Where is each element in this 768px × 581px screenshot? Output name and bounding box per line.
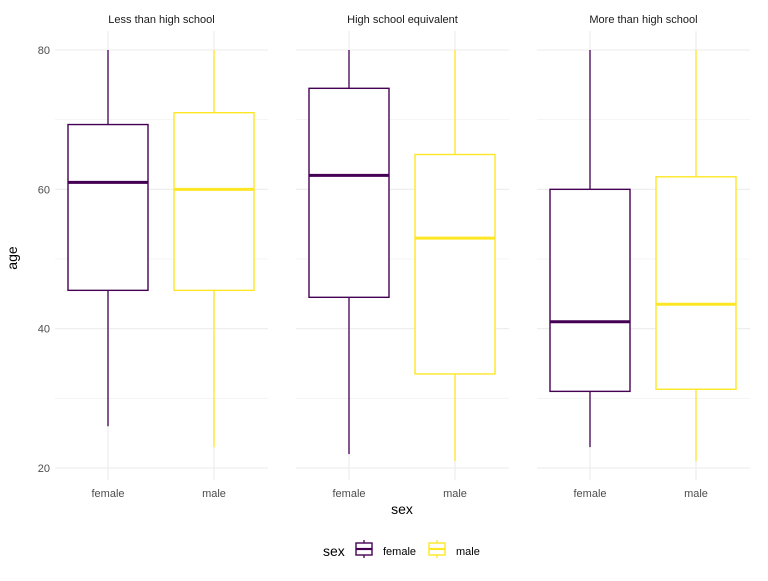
x-tick-label: female	[91, 488, 124, 500]
legend-item-female: female	[355, 540, 416, 558]
facet-title: More than high school	[589, 14, 697, 26]
facet-panel: High school equivalent female male	[296, 14, 509, 500]
y-axis-title: age	[4, 246, 20, 270]
x-tick-label: male	[443, 488, 467, 500]
boxplot-male	[655, 50, 737, 462]
x-tick-label: female	[573, 488, 606, 500]
x-tick-label: male	[202, 488, 226, 500]
box-iqr	[308, 87, 390, 299]
box-iqr	[173, 111, 255, 292]
x-tick-label: female	[332, 488, 365, 500]
facet-panel: More than high school female male	[537, 14, 750, 500]
facet-title: High school equivalent	[347, 14, 458, 26]
y-tick-label: 80	[38, 45, 50, 57]
legend-title: sex	[323, 543, 345, 559]
y-tick-label: 40	[38, 324, 50, 336]
facet-panel: Less than high school female male	[55, 14, 268, 500]
legend-label: female	[383, 546, 416, 558]
legend-items: female male	[355, 540, 480, 558]
boxplot-female	[308, 50, 390, 455]
legend-item-male: male	[428, 540, 480, 558]
y-axis-ticks: 20 40 60 80	[38, 45, 50, 475]
boxplot-male	[414, 50, 496, 462]
box-iqr	[655, 176, 737, 390]
box-iqr	[67, 123, 149, 292]
box-iqr	[549, 188, 631, 393]
legend-key	[355, 540, 373, 558]
legend: sex female male	[323, 540, 480, 559]
boxplot-male	[173, 50, 255, 448]
box-iqr	[414, 153, 496, 375]
boxplot-female	[67, 50, 149, 427]
legend-label: male	[456, 546, 480, 558]
facet-title: Less than high school	[108, 14, 214, 26]
legend-key	[428, 540, 446, 558]
y-tick-label: 60	[38, 184, 50, 196]
x-axis-title: sex	[391, 501, 413, 517]
boxplot-female	[549, 50, 631, 448]
x-tick-label: male	[684, 488, 708, 500]
y-tick-label: 20	[38, 463, 50, 475]
